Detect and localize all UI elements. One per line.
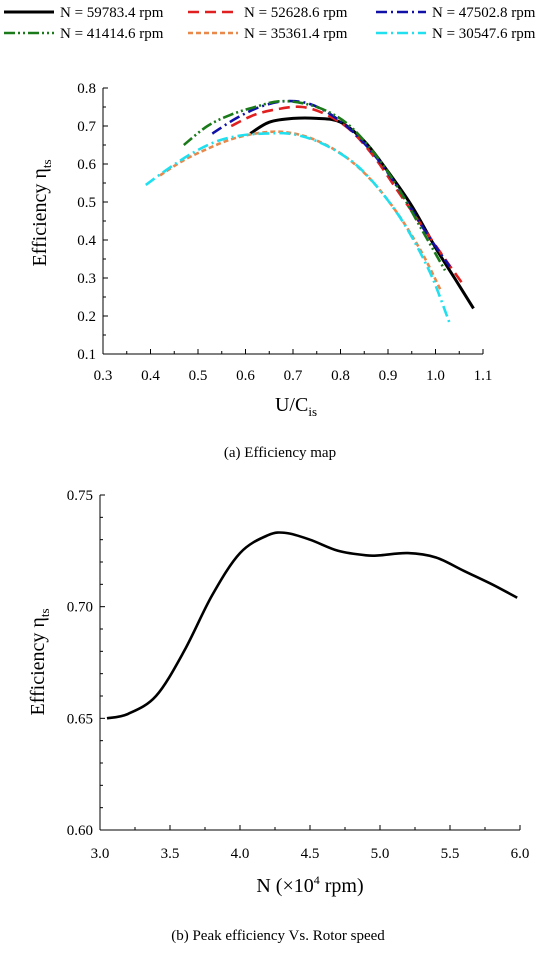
y-tick-label: 0.65 xyxy=(67,711,93,727)
x-tick-label: 1.1 xyxy=(474,368,493,384)
legend-label: N = 47502.8 rpm xyxy=(432,5,536,21)
series-line-5 xyxy=(159,130,442,290)
y-tick-label: 0.6 xyxy=(77,157,96,173)
y-tick-label: 0.5 xyxy=(77,195,96,211)
caption: (b) Peak efficiency Vs. Rotor speed xyxy=(171,928,385,944)
axes: 0.3 0.4 0.5 0.6 0.7 0.8 0.9 1.0 1.1 0.1 0.2 0.3 0.4 0… xyxy=(77,81,492,384)
x-tick-label: 0.4 xyxy=(141,368,160,384)
efficiency-map-chart: N = 59783.4 rpm N = 52628.6 rpm N = 47502.… xyxy=(4,5,536,461)
legend-label: N = 30547.6 rpm xyxy=(432,26,536,42)
x-tick-label: 0.8 xyxy=(331,368,350,384)
x-tick-label: 5.5 xyxy=(441,846,460,862)
x-tick-label: 1.0 xyxy=(426,368,445,384)
x-tick-label: 5.0 xyxy=(371,846,390,862)
axes: 3.0 3.5 4.0 4.5 5.0 5.5 6.0 0.60 0.65 0.70 0.75 xyxy=(67,488,530,862)
series-line-3 xyxy=(211,99,451,268)
series-line-6 xyxy=(145,131,452,325)
y-tick-label: 0.2 xyxy=(77,309,96,325)
caption: (a) Efficiency map xyxy=(224,445,336,461)
series-line-1 xyxy=(249,116,475,310)
y-tick-label: 0.3 xyxy=(77,271,96,287)
legend-label: N = 35361.4 rpm xyxy=(244,26,348,42)
x-tick-label: 4.5 xyxy=(301,846,320,862)
x-tick-label: 0.9 xyxy=(379,368,398,384)
x-tick-label: 0.6 xyxy=(236,368,255,384)
x-tick-label: 0.3 xyxy=(94,368,113,384)
x-tick-label: 4.0 xyxy=(231,846,250,862)
y-tick-label: 0.60 xyxy=(67,823,93,839)
peak-efficiency-chart: 3.0 3.5 4.0 4.5 5.0 5.5 6.0 0.60 0.65 0.70 0.75 Ef… xyxy=(27,488,529,944)
series-group xyxy=(145,99,475,325)
x-tick-label: 3.0 xyxy=(91,846,110,862)
x-axis-label: U/Cis xyxy=(275,394,317,419)
y-tick-label: 0.70 xyxy=(67,600,93,616)
legend-label: N = 59783.4 rpm xyxy=(60,5,164,21)
x-tick-label: 0.5 xyxy=(189,368,208,384)
x-tick-label: 6.0 xyxy=(511,846,530,862)
series-group xyxy=(106,531,518,720)
y-tick-label: 0.75 xyxy=(67,488,93,504)
y-axis-label: Efficiency ηts xyxy=(29,159,54,266)
y-axis-label: Efficiency ηts xyxy=(27,608,52,715)
x-tick-label: 0.7 xyxy=(284,368,303,384)
legend-label: N = 52628.6 rpm xyxy=(244,5,348,21)
x-axis-label: N (×104 rpm) xyxy=(256,873,363,897)
legend: N = 59783.4 rpm N = 52628.6 rpm N = 47502.… xyxy=(4,5,536,42)
y-tick-label: 0.8 xyxy=(77,81,96,97)
y-tick-label: 0.1 xyxy=(77,347,96,363)
series-line-4 xyxy=(182,99,447,272)
peak-efficiency-line xyxy=(106,531,518,720)
legend-label: N = 41414.6 rpm xyxy=(60,26,164,42)
y-tick-label: 0.7 xyxy=(77,119,96,135)
x-tick-label: 3.5 xyxy=(161,846,180,862)
y-tick-label: 0.4 xyxy=(77,233,96,249)
